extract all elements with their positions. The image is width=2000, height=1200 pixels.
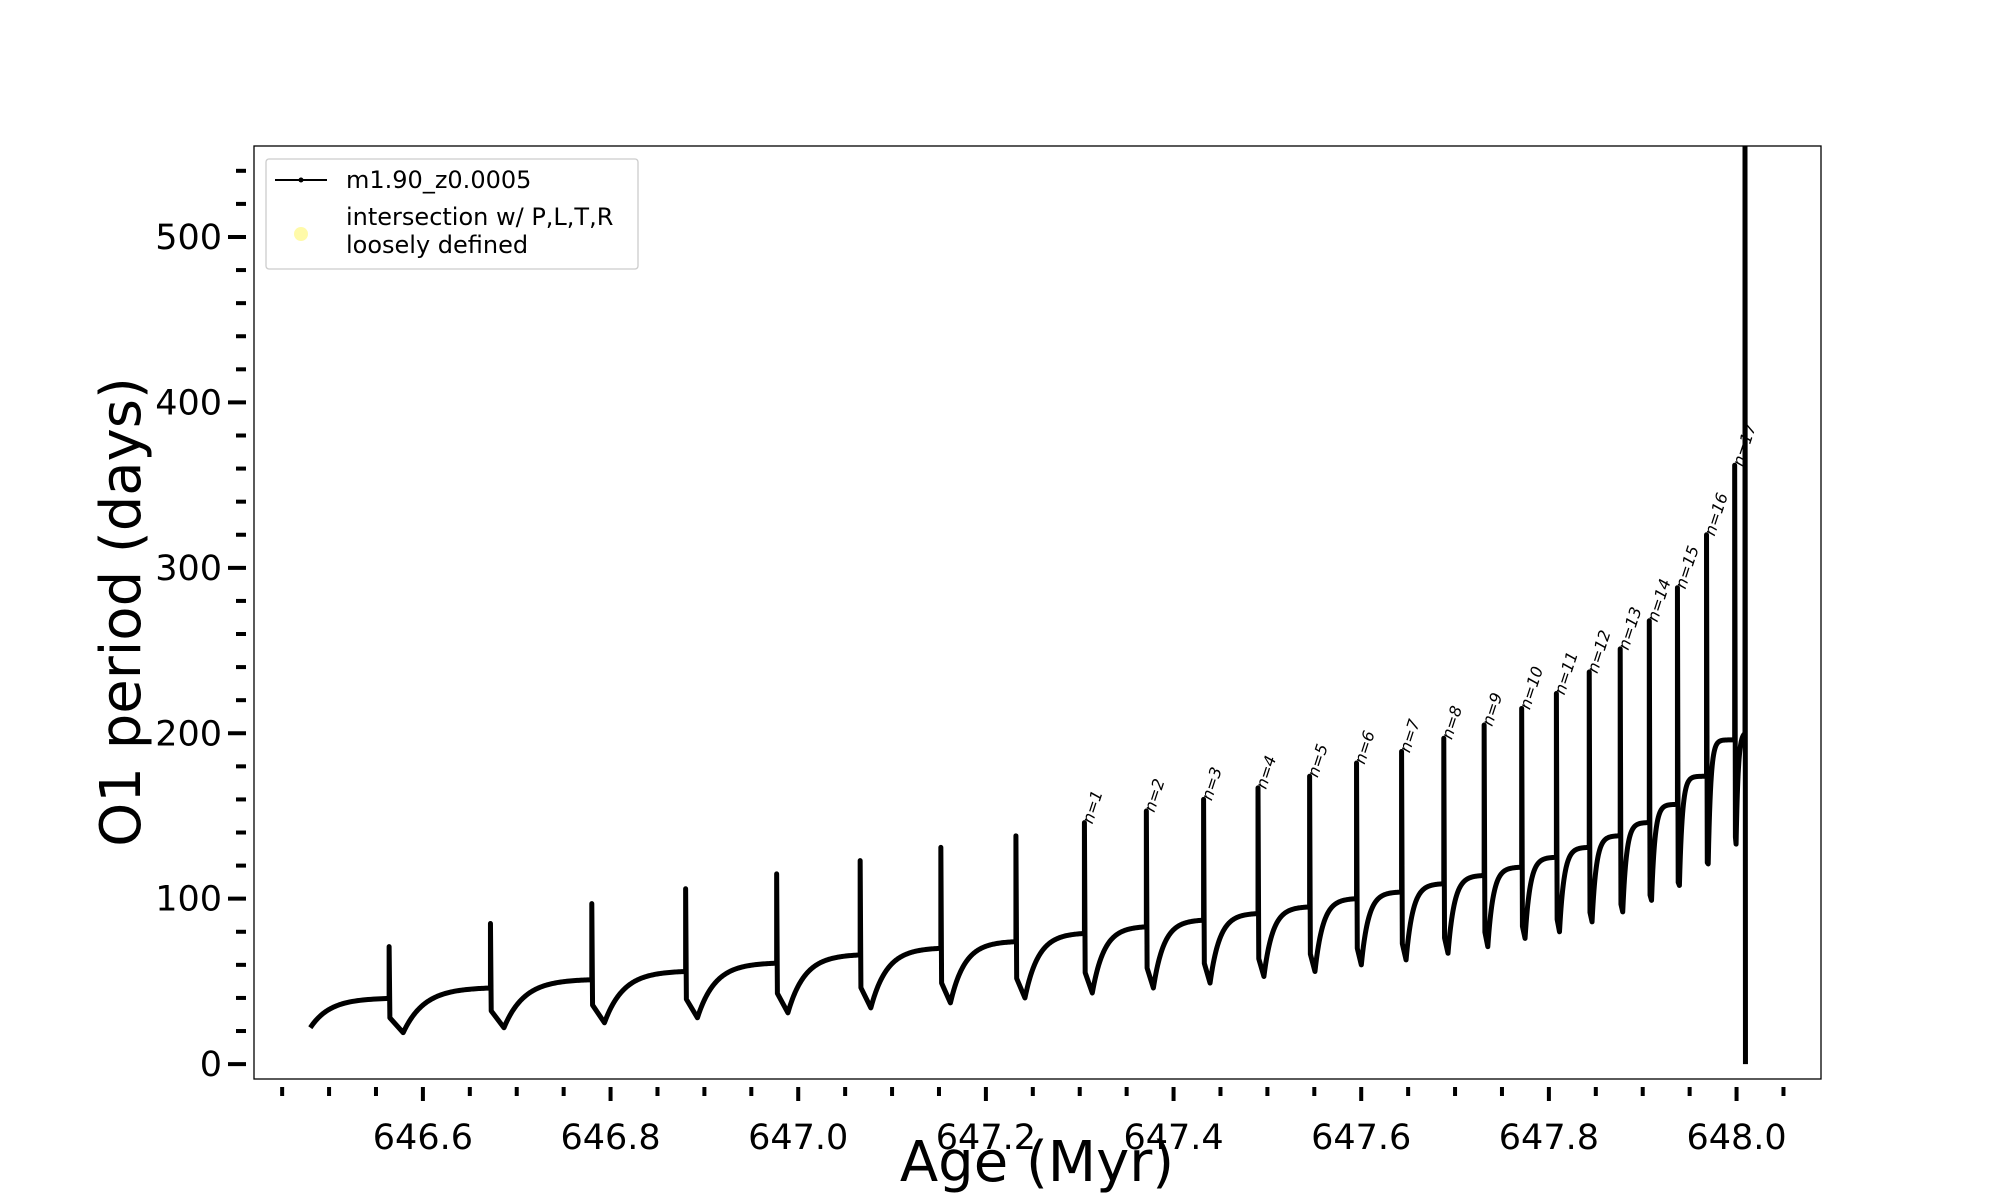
y-tick-label: 300: [155, 549, 222, 589]
pulse-label: n=15: [1671, 543, 1703, 591]
legend-label-intersection-line1: intersection w/ P,L,T,R: [346, 203, 613, 231]
y-tick-label: 400: [155, 383, 222, 423]
y-tick-label: 500: [155, 218, 222, 258]
x-tick-label: 647.2: [936, 1118, 1036, 1158]
y-tick-label: 100: [155, 880, 222, 920]
pulse-label: n=2: [1140, 776, 1168, 814]
x-axis-title: Age (Myr): [900, 1130, 1174, 1195]
pulse-label: n=1: [1078, 788, 1106, 826]
y-axis-title: O1 period (days): [89, 377, 154, 847]
legend-label-series: m1.90_z0.0005: [346, 166, 531, 194]
plot-frame: [253, 145, 1822, 1080]
pulse-label: n=5: [1303, 742, 1331, 780]
pulse-label: n=7: [1395, 716, 1424, 755]
x-tick-label: 646.8: [560, 1118, 660, 1158]
pulse-label: n=4: [1252, 753, 1280, 791]
pulse-label: n=17: [1728, 420, 1760, 468]
y-tick-label: 0: [200, 1045, 222, 1085]
pulse-label: n=9: [1478, 690, 1506, 728]
x-tick-label: 648.0: [1686, 1118, 1786, 1158]
x-tick-label: 647.6: [1311, 1118, 1411, 1158]
x-tick-label: 647.4: [1123, 1118, 1223, 1158]
legend-line-dot: [298, 177, 304, 183]
pulse-label: n=16: [1700, 490, 1732, 538]
x-tick-label: 647.0: [748, 1118, 848, 1158]
legend-box: [265, 158, 639, 270]
pulse-label: n=11: [1550, 649, 1582, 697]
pulse-label: n=6: [1350, 728, 1378, 766]
pulse-label: n=8: [1438, 703, 1466, 741]
pulse-label: n=12: [1583, 628, 1615, 676]
y-tick-label: 200: [155, 714, 222, 754]
legend-label-intersection-line2: loosely defined: [346, 231, 528, 259]
pulse-label: n=10: [1515, 664, 1547, 712]
pulse-label: n=14: [1643, 576, 1675, 624]
x-tick-label: 646.6: [373, 1118, 473, 1158]
legend-intersection-marker: [294, 227, 308, 241]
pulse-label: n=13: [1614, 605, 1646, 653]
legend: m1.90_z0.0005 intersection w/ P,L,T,R lo…: [265, 158, 639, 270]
x-tick-label: 647.8: [1499, 1118, 1599, 1158]
pulse-label: n=3: [1197, 765, 1225, 803]
series-line: [308, 146, 1748, 1065]
